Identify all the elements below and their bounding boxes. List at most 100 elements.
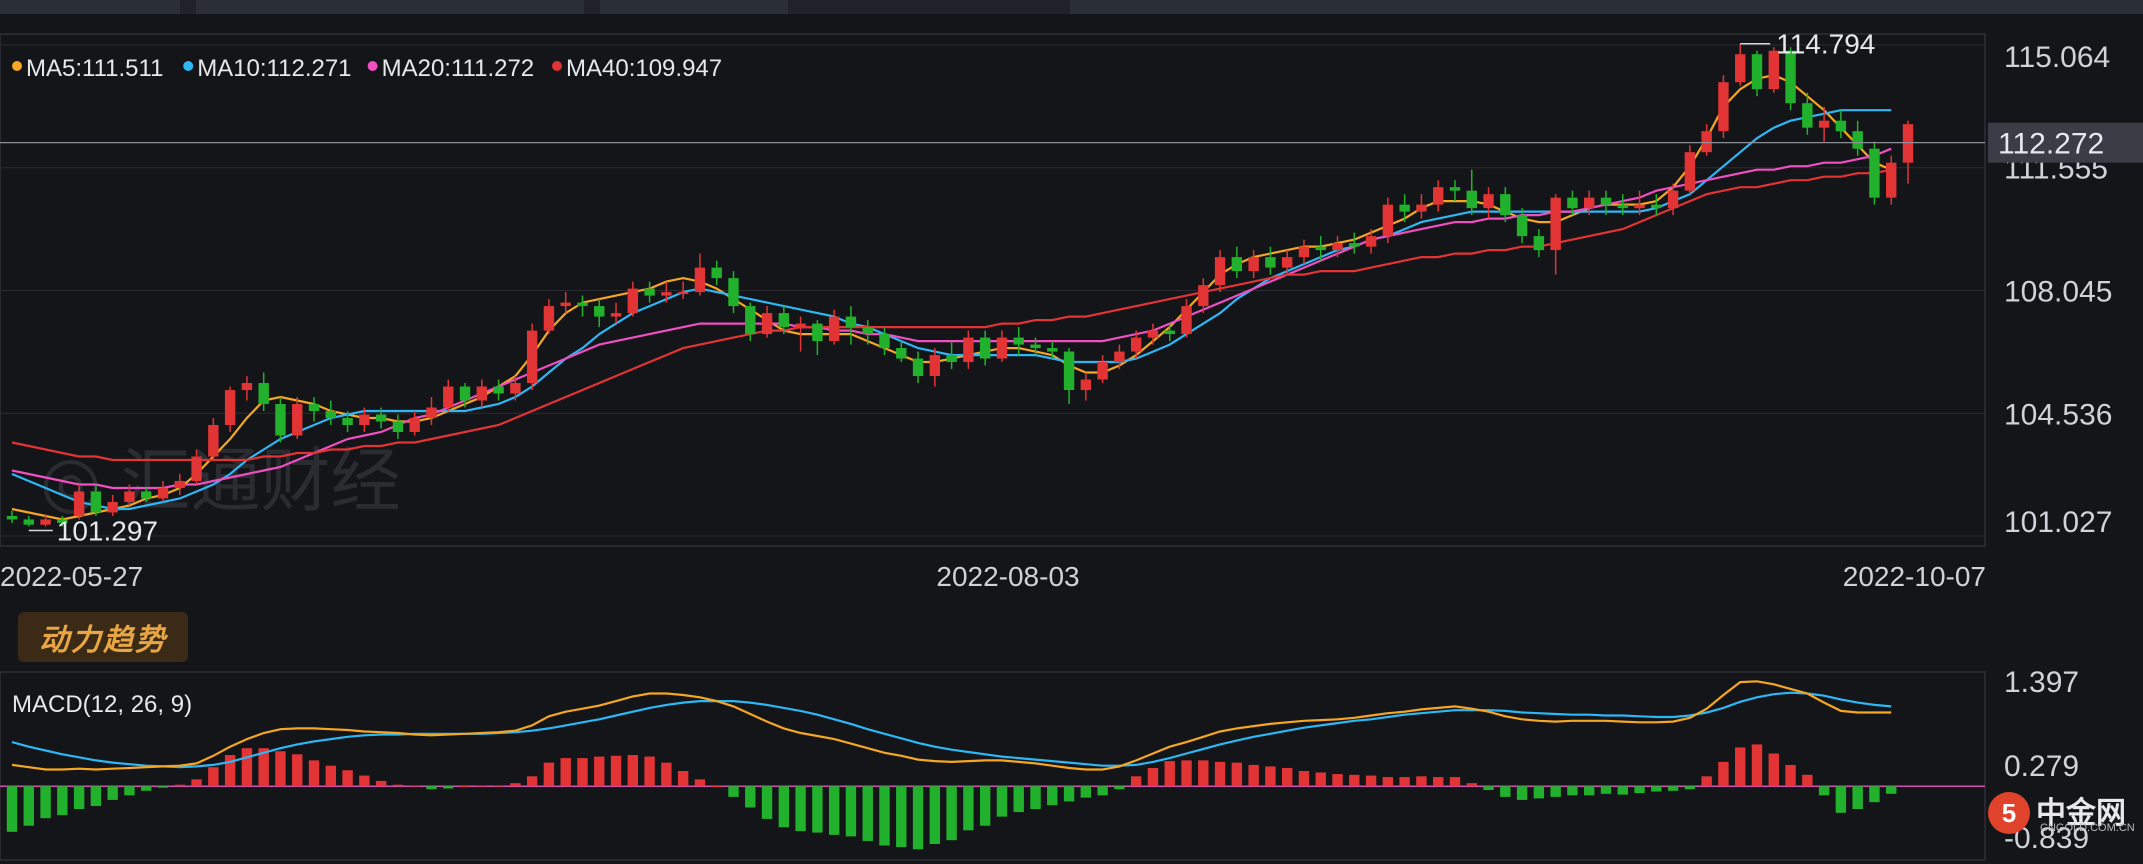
current-price-label: 112.272 xyxy=(1998,128,2104,161)
price-y-tick: 101.027 xyxy=(2004,506,2112,539)
candle-up xyxy=(1886,162,1897,198)
macd-bar-negative xyxy=(828,786,840,835)
macd-bar-negative xyxy=(1097,786,1108,796)
candle-down xyxy=(141,491,152,499)
candle-up xyxy=(1130,337,1142,352)
macd-bar-positive xyxy=(711,786,722,788)
macd-bar-negative xyxy=(879,786,890,846)
macd-bar-negative xyxy=(1886,786,1897,794)
macd-bar-positive xyxy=(1181,760,1192,787)
macd-bar-negative xyxy=(90,786,102,806)
macd-bar-positive xyxy=(627,755,639,787)
price-y-tick: 108.045 xyxy=(2004,276,2112,309)
candle-up xyxy=(963,337,974,363)
macd-bar-positive xyxy=(359,775,370,787)
macd-bar-negative xyxy=(426,786,437,790)
macd-bar-negative xyxy=(745,786,756,808)
macd-bar-positive xyxy=(325,765,336,787)
macd-bar-positive xyxy=(1449,777,1461,787)
macd-bar-negative xyxy=(1584,786,1595,796)
candle-up xyxy=(1181,306,1192,335)
macd-bar-negative xyxy=(1114,786,1125,790)
candle-down xyxy=(711,267,722,279)
brand-watermark: 5 中金网 CNGOLD.COM.CN xyxy=(1988,788,2138,848)
x-axis-date-label: 2022-05-27 xyxy=(0,561,143,592)
candle-up xyxy=(1248,257,1259,272)
candle-up xyxy=(1735,54,1746,83)
candle-down xyxy=(325,411,336,419)
macd-bar-negative xyxy=(795,786,806,832)
indicator-badge[interactable]: 动力趋势 xyxy=(18,612,188,662)
macd-bar-positive xyxy=(342,770,353,787)
candle-up xyxy=(610,313,622,317)
macd-bar-positive xyxy=(1315,772,1326,787)
candle-up xyxy=(1365,236,1377,247)
macd-bar-negative xyxy=(778,786,790,828)
macd-bar-negative xyxy=(1600,786,1612,794)
macd-bar-positive xyxy=(258,748,269,787)
macd-bar-positive xyxy=(543,762,555,787)
candle-up xyxy=(1667,190,1679,209)
candle-up xyxy=(476,386,488,401)
macd-bar-negative xyxy=(845,786,857,837)
macd-bar-negative xyxy=(862,786,873,841)
x-axis-date-label: 2022-08-03 xyxy=(936,561,1079,592)
candle-down xyxy=(1785,50,1796,104)
macd-bar-positive xyxy=(1298,771,1310,787)
macd-bar-positive xyxy=(476,785,488,787)
macd-bar-negative xyxy=(761,786,773,819)
candle-up xyxy=(1768,50,1779,90)
candle-down xyxy=(1869,148,1880,198)
macd-bar-positive xyxy=(241,748,253,787)
candle-up xyxy=(157,487,169,499)
macd-bar-positive xyxy=(1248,764,1259,787)
macd-bar-positive xyxy=(1785,764,1796,787)
min-price-label: 101.297 xyxy=(57,515,158,546)
macd-bar-positive xyxy=(1130,776,1142,787)
candle-up xyxy=(1147,330,1159,338)
candle-down xyxy=(1164,330,1175,335)
candle-up xyxy=(1701,131,1712,153)
candle-down xyxy=(57,519,68,523)
candle-down xyxy=(946,355,957,363)
candle-down xyxy=(1399,204,1410,212)
macd-bar-negative xyxy=(1651,786,1662,792)
macd-bar-negative xyxy=(6,786,18,832)
macd-bar-positive xyxy=(1281,767,1293,787)
candle-up xyxy=(174,480,185,488)
macd-bar-positive xyxy=(1399,777,1410,787)
macd-line-dif xyxy=(11,680,1892,771)
candle-down xyxy=(812,323,823,342)
toolbar-segment xyxy=(600,0,788,14)
macd-y-tick: 1.397 xyxy=(2004,666,2079,699)
macd-bar-positive xyxy=(174,784,185,787)
toolbar-segment xyxy=(196,0,584,14)
candle-down xyxy=(392,421,404,433)
macd-bar-positive xyxy=(308,760,320,787)
macd-bar-negative xyxy=(107,786,118,800)
candle-up xyxy=(627,288,639,314)
macd-bar-negative xyxy=(1634,786,1645,794)
macd-bar-negative xyxy=(1835,786,1847,813)
macd-bar-positive xyxy=(493,785,504,787)
macd-bar-positive xyxy=(459,786,471,788)
macd-bar-positive xyxy=(1802,774,1813,787)
candle-down xyxy=(1617,204,1628,209)
candle-down xyxy=(1315,246,1326,251)
macd-bar-negative xyxy=(912,786,924,850)
macd-bar-negative xyxy=(1500,786,1511,797)
legend-label: MA20:111.272 xyxy=(382,55,535,82)
macd-bar-positive xyxy=(1735,747,1746,787)
candle-up xyxy=(107,501,118,513)
candle-up xyxy=(1382,204,1394,237)
macd-bar-positive xyxy=(661,762,672,787)
candle-up xyxy=(426,407,437,419)
macd-bar-negative xyxy=(1567,786,1578,796)
macd-bar-positive xyxy=(1466,783,1477,787)
macd-bar-positive xyxy=(577,758,588,787)
candle-up xyxy=(191,456,202,481)
brand-name: 中金网 xyxy=(2036,796,2126,831)
candle-up xyxy=(359,414,370,426)
macd-bar-negative xyxy=(1047,786,1058,806)
legend-marker xyxy=(12,61,22,71)
